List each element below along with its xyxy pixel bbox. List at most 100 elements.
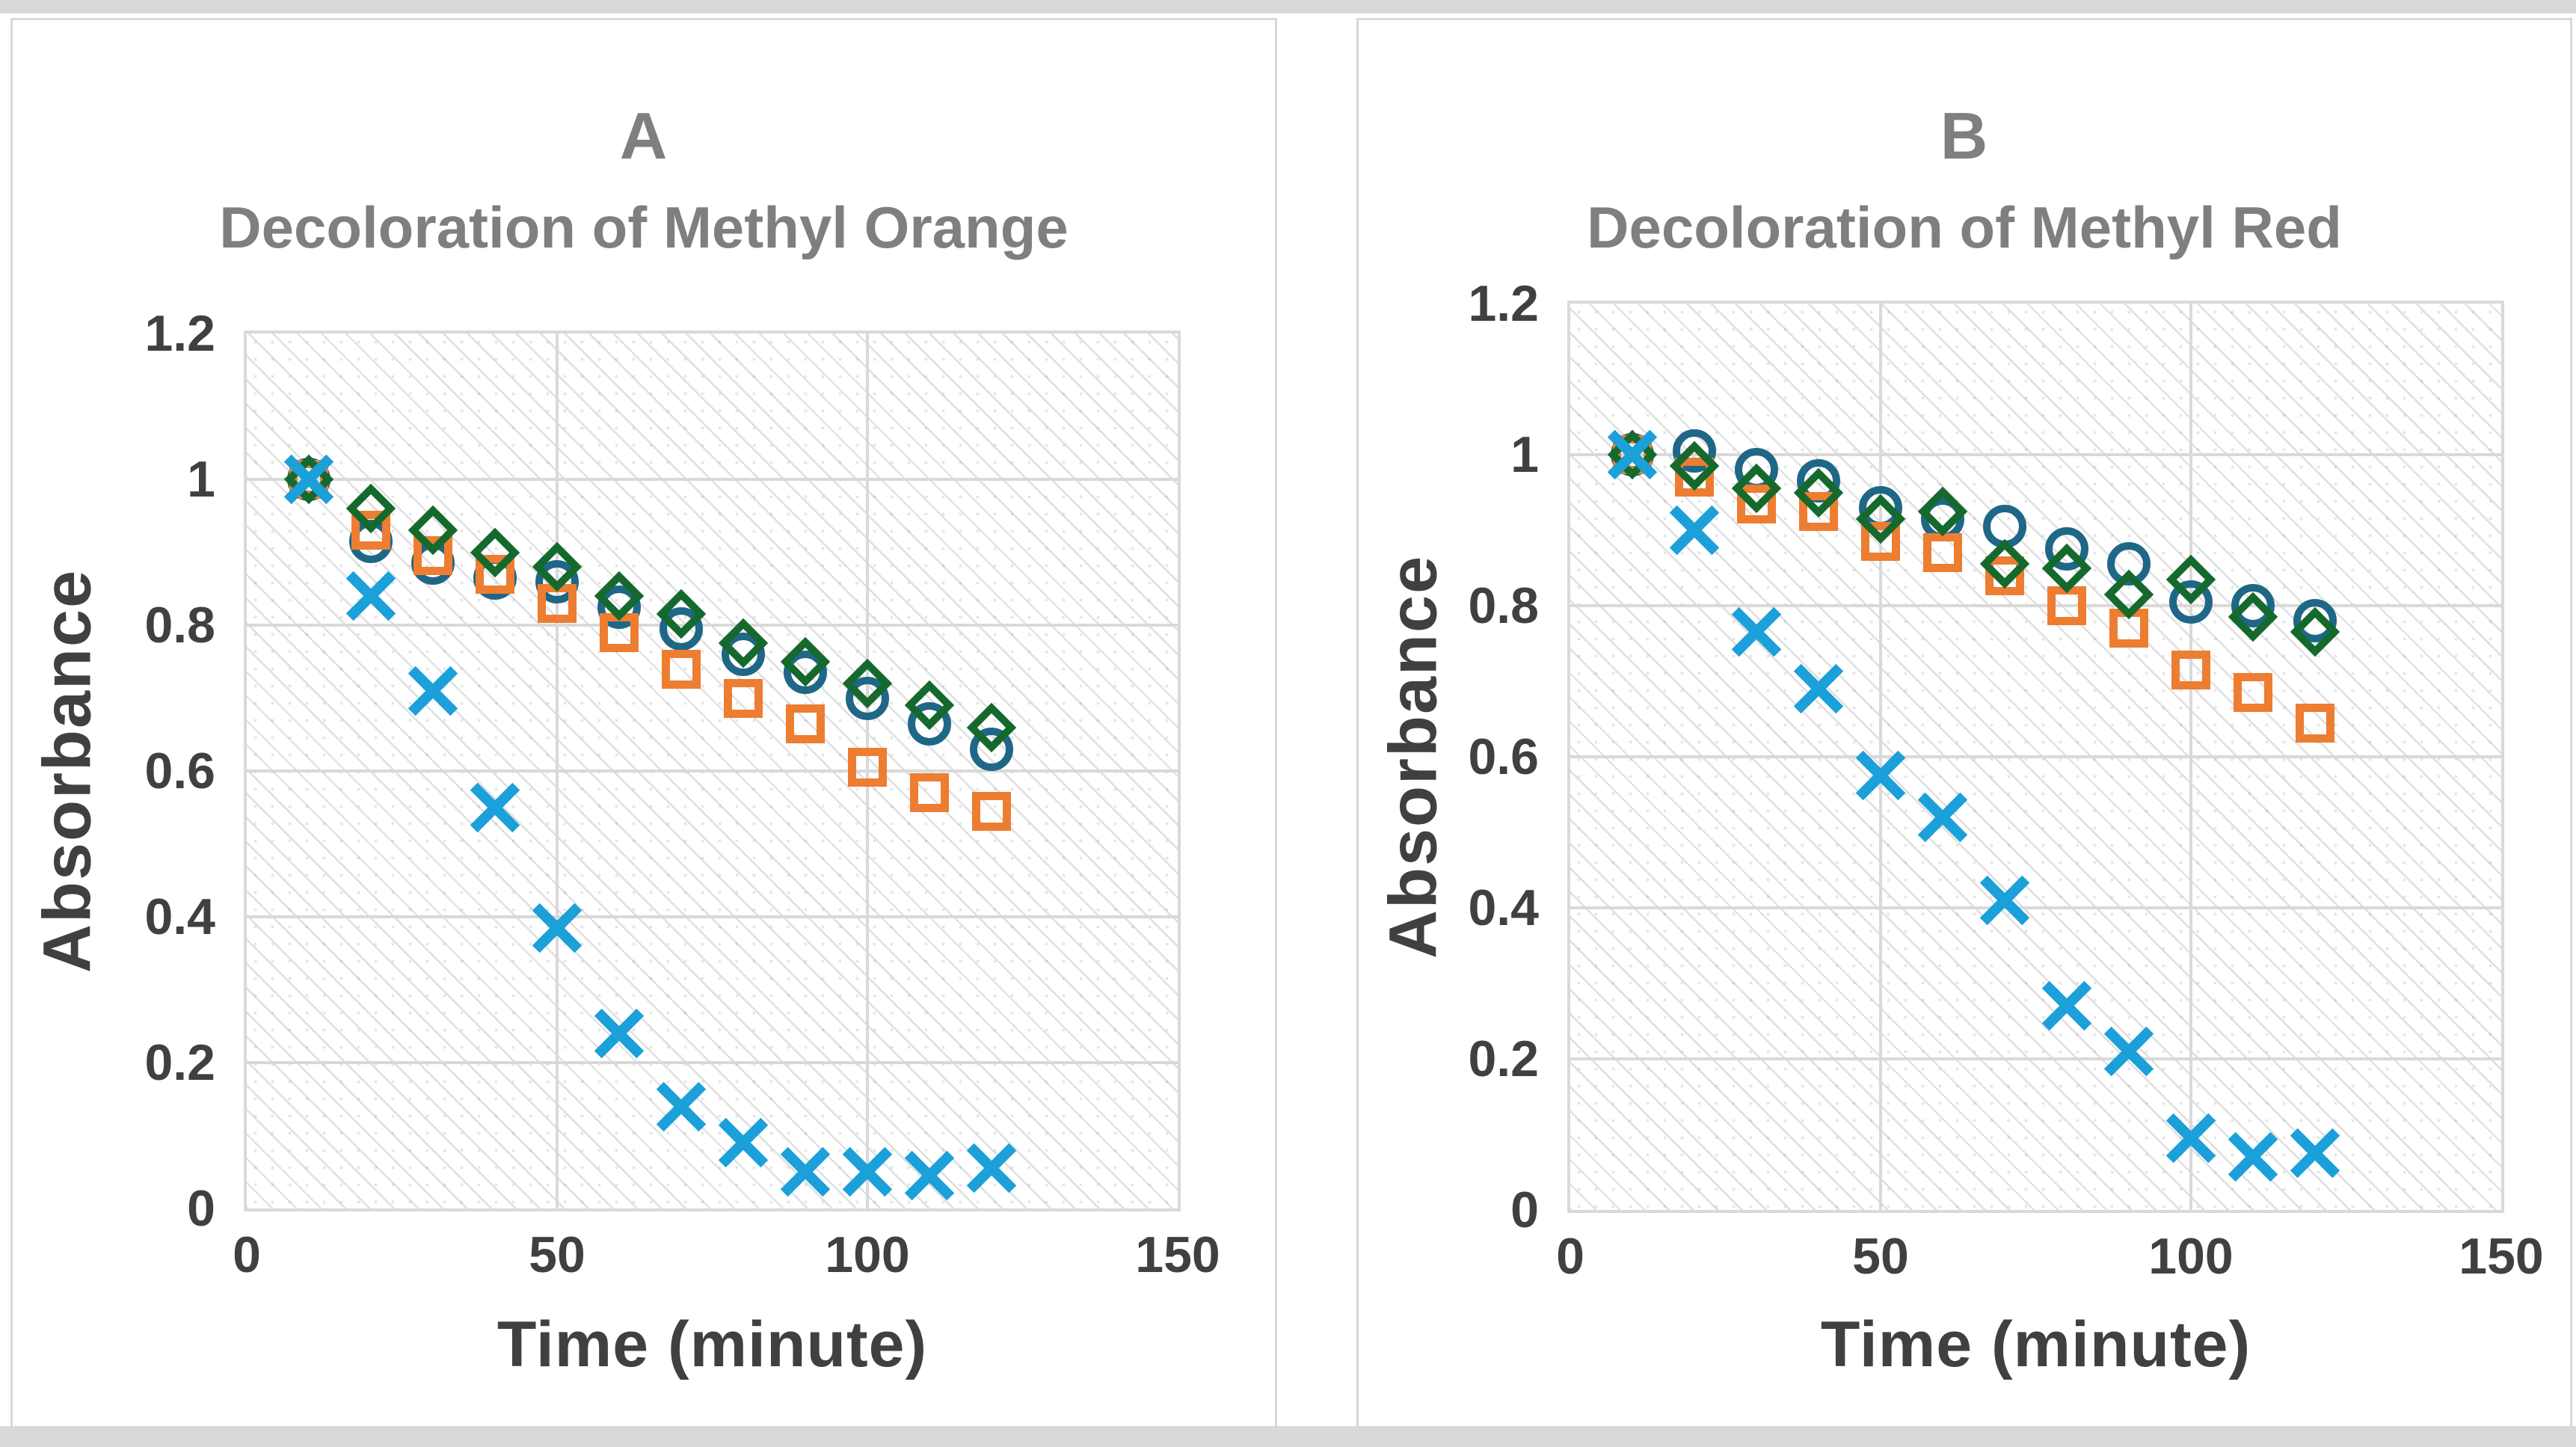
x-marker (286, 457, 331, 502)
square-marker (662, 649, 701, 689)
circle-marker (2169, 580, 2213, 624)
x-marker (2044, 983, 2089, 1028)
x-marker (535, 906, 580, 950)
x-tick-label: 150 (2459, 1228, 2544, 1285)
x-marker (411, 669, 455, 713)
x-axis-title-b: Time (minute) (1820, 1309, 2251, 1380)
square-marker (1737, 484, 1776, 523)
h-gridline (247, 478, 1178, 481)
square-marker (724, 678, 763, 718)
square-marker (1675, 458, 1714, 497)
circle-marker (908, 701, 951, 746)
circle-marker (2045, 527, 2088, 571)
page-edge-bottom (0, 1426, 2576, 1447)
y-tick-label: 0.6 (1468, 728, 1539, 785)
y-tick-label: 0.2 (1468, 1030, 1539, 1087)
square-marker (848, 748, 887, 787)
h-gridline (247, 769, 1178, 772)
y-tick-label: 1 (1510, 426, 1539, 483)
x-marker (1796, 666, 1841, 711)
x-tick-label: 100 (2148, 1228, 2234, 1285)
square-marker (972, 791, 1011, 831)
square-marker (1861, 522, 1900, 562)
v-gridline (2189, 304, 2192, 1210)
square-marker (1985, 556, 2024, 595)
x-marker (783, 1149, 828, 1194)
circle-marker (1983, 504, 2026, 548)
h-gridline (247, 1061, 1178, 1064)
x-marker (1672, 508, 1717, 553)
square-marker (600, 612, 639, 652)
x-marker (348, 574, 393, 618)
chart-subtitle-a: Decoloration of Methyl Orange (219, 194, 1069, 260)
x-marker (2231, 1134, 2275, 1179)
x-tick-label: 0 (1556, 1228, 1584, 1285)
x-tick-label: 0 (233, 1226, 261, 1283)
circle-marker (2231, 584, 2275, 627)
y-tick-label: 1.2 (1468, 275, 1539, 332)
page-edge-top (0, 0, 2576, 13)
y-tick-label: 0 (187, 1180, 215, 1237)
y-tick-label: 0.8 (144, 597, 215, 654)
chart-panel-b: B Decoloration of Methyl Red Absorbance … (1356, 18, 2572, 1428)
x-marker (1610, 432, 1655, 477)
v-gridline (866, 334, 869, 1208)
y-tick-label: 0.4 (144, 888, 215, 945)
x-marker (2293, 1131, 2337, 1176)
circle-marker (660, 606, 703, 651)
square-marker (2296, 703, 2334, 743)
y-tick-label: 1 (187, 451, 215, 508)
h-gridline (1570, 604, 2501, 607)
y-axis-title-b: Absorbance (1376, 554, 1451, 959)
x-marker (1734, 609, 1779, 654)
chart-title-a: A (619, 99, 668, 173)
x-marker (597, 1011, 642, 1056)
square-marker (476, 554, 514, 594)
circle-marker (846, 676, 889, 720)
circle-marker (1673, 428, 1716, 473)
h-gridline (1570, 755, 2501, 758)
square-marker (1923, 533, 1962, 573)
plot-area-b: 1.2 1 0.8 0.6 0.4 0.2 0 0 50 100 150 (1468, 278, 2543, 1282)
chart-title-b: B (1940, 99, 1989, 173)
circle-marker (597, 585, 641, 629)
x-marker (845, 1149, 890, 1194)
x-marker (659, 1084, 704, 1129)
x-marker (1920, 795, 1965, 840)
x-tick-label: 150 (1135, 1226, 1220, 1283)
square-marker (2109, 609, 2148, 648)
square-marker (2047, 586, 2086, 625)
square-marker (786, 704, 825, 743)
x-tick-label: 50 (529, 1226, 585, 1283)
x-marker (2168, 1116, 2213, 1161)
square-marker (2171, 650, 2210, 689)
circle-marker (970, 727, 1013, 771)
circle-marker (722, 633, 765, 676)
circle-marker (784, 651, 827, 695)
square-marker (1799, 491, 1838, 531)
square-marker (2234, 673, 2272, 713)
y-tick-label: 0.8 (1468, 577, 1539, 634)
x-tick-label: 100 (825, 1226, 910, 1283)
circle-marker (2107, 542, 2151, 586)
x-tick-label: 50 (1852, 1228, 1909, 1285)
square-marker (414, 536, 452, 576)
y-tick-label: 1.2 (144, 305, 215, 362)
square-marker (910, 773, 949, 813)
y-axis-title-a: Absorbance (30, 568, 105, 974)
y-tick-label: 0.2 (144, 1034, 215, 1091)
h-gridline (1570, 906, 2501, 909)
h-gridline (1570, 453, 2501, 456)
x-marker (1858, 753, 1903, 798)
circle-marker (2293, 599, 2337, 643)
plot-area-a: 1.2 1 0.8 0.6 0.4 0.2 0 0 50 100 150 (144, 308, 1220, 1280)
chart-panel-a: A Decoloration of Methyl Orange Absorban… (10, 18, 1277, 1428)
x-marker (1982, 878, 2027, 923)
x-marker (907, 1153, 952, 1198)
y-tick-label: 0 (1510, 1182, 1539, 1238)
h-gridline (247, 915, 1178, 918)
h-gridline (1570, 1057, 2501, 1060)
v-gridline (556, 334, 559, 1208)
y-tick-label: 0.6 (144, 743, 215, 799)
h-gridline (247, 624, 1178, 627)
